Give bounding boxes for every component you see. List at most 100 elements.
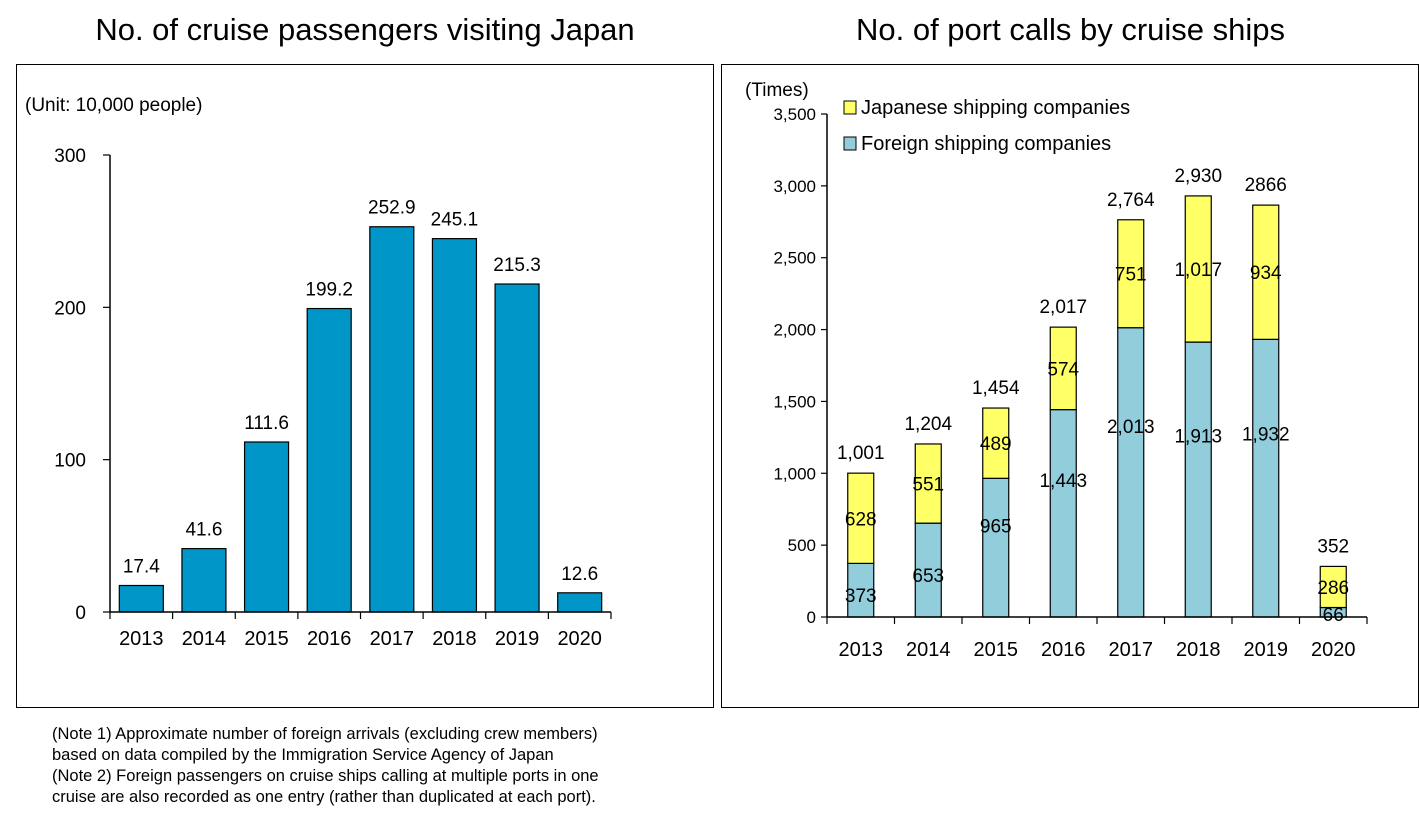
y-tick-label: 1,000 bbox=[773, 464, 816, 483]
x-tick-label: 2013 bbox=[839, 639, 884, 661]
bar-2019 bbox=[494, 283, 540, 613]
data-label: 252.9 bbox=[368, 198, 416, 219]
data-label: 111.6 bbox=[244, 413, 289, 434]
x-tick-label: 2014 bbox=[906, 639, 951, 661]
bar-2020 bbox=[557, 592, 603, 613]
total-label: 352 bbox=[1317, 536, 1349, 557]
bar-foreign-2013 bbox=[847, 562, 875, 618]
unit-label: (Unit: 10,000 people) bbox=[25, 95, 202, 116]
passengers-chart: (Unit: 10,000 people) 0 100 200 300 17.4 2013 4… bbox=[25, 95, 612, 650]
bar-foreign-2016 bbox=[1049, 409, 1077, 618]
bar-2016 bbox=[306, 307, 352, 613]
foreign-value-label: 373 bbox=[845, 586, 877, 607]
y-tick-label: 500 bbox=[788, 536, 816, 555]
legend-label-foreign: Foreign shipping companies bbox=[861, 133, 1111, 155]
japanese-value-label: 628 bbox=[845, 509, 877, 530]
japanese-value-label: 1,017 bbox=[1174, 260, 1222, 281]
bar-2013 bbox=[118, 584, 164, 613]
foreign-value-label: 965 bbox=[980, 516, 1012, 537]
x-tick-label: 2015 bbox=[974, 639, 1019, 661]
japanese-value-label: 551 bbox=[912, 475, 944, 496]
bar-japanese-2018 bbox=[1184, 195, 1212, 343]
bar-foreign-2018 bbox=[1184, 341, 1212, 618]
y-tick-label: 3,500 bbox=[773, 105, 816, 124]
japanese-value-label: 574 bbox=[1047, 359, 1079, 380]
total-label: 1,204 bbox=[904, 414, 952, 435]
note-line: (Note 2) Foreign passengers on cruise sh… bbox=[52, 767, 599, 785]
passengers-chart-panel: (Unit: 10,000 people) 0 100 200 300 17.4 2013 4… bbox=[16, 64, 714, 708]
total-label: 2866 bbox=[1245, 175, 1287, 196]
japanese-value-label: 934 bbox=[1250, 263, 1282, 284]
japanese-value-label: 489 bbox=[980, 434, 1012, 455]
port-calls-chart-panel: (Times) 0 500 1,000 1,500 2,000 2,500 3,000 3,50… bbox=[721, 64, 1419, 708]
left-chart-title: No. of cruise passengers visiting Japan bbox=[95, 12, 635, 47]
y-tick-label: 100 bbox=[54, 451, 86, 472]
x-tick-label: 2018 bbox=[1176, 639, 1221, 661]
y-tick-label: 1,500 bbox=[773, 392, 816, 411]
x-tick-label: 2019 bbox=[1244, 639, 1289, 661]
right-chart-title: No. of port calls by cruise ships bbox=[855, 12, 1285, 47]
y-tick-label: 2,500 bbox=[773, 249, 816, 268]
note-line: (Note 1) Approximate number of foreign a… bbox=[52, 725, 598, 743]
japanese-value-label: 286 bbox=[1317, 578, 1349, 599]
port-calls-chart: (Times) 0 500 1,000 1,500 2,000 2,500 3,000 3,50… bbox=[745, 80, 1368, 661]
legend-label-japanese: Japanese shipping companies bbox=[861, 97, 1130, 119]
x-tick-label: 2017 bbox=[370, 628, 415, 650]
x-tick-label: 2017 bbox=[1109, 639, 1154, 661]
data-label: 12.6 bbox=[561, 564, 598, 585]
legend-swatch-foreign bbox=[843, 136, 857, 151]
bar-japanese-2013 bbox=[847, 472, 875, 564]
bar-japanese-2015 bbox=[982, 407, 1010, 479]
data-label: 41.6 bbox=[185, 520, 222, 541]
y-tick-label: 0 bbox=[807, 608, 816, 627]
total-label: 1,001 bbox=[837, 443, 885, 464]
x-tick-label: 2019 bbox=[495, 628, 540, 650]
foreign-value-label: 1,913 bbox=[1174, 427, 1222, 448]
x-tick-label: 2016 bbox=[1041, 639, 1086, 661]
japanese-value-label: 751 bbox=[1115, 265, 1147, 286]
total-label: 1,454 bbox=[972, 378, 1020, 399]
bar-japanese-2016 bbox=[1049, 326, 1077, 411]
x-tick-label: 2015 bbox=[244, 628, 289, 650]
data-label: 215.3 bbox=[493, 255, 541, 276]
bar-japanese-2017 bbox=[1117, 219, 1145, 329]
x-tick-label: 2020 bbox=[1311, 639, 1356, 661]
y-tick-label: 200 bbox=[54, 298, 86, 319]
x-tick-label: 2013 bbox=[119, 628, 164, 650]
note-line: based on data compiled by the Immigratio… bbox=[52, 746, 554, 764]
x-tick-label: 2020 bbox=[557, 628, 602, 650]
foreign-value-label: 1,932 bbox=[1242, 425, 1290, 446]
bar-2014 bbox=[181, 548, 227, 613]
data-label: 245.1 bbox=[431, 210, 479, 231]
total-label: 2,930 bbox=[1174, 166, 1222, 187]
bar-foreign-2017 bbox=[1117, 327, 1145, 618]
footnotes: (Note 1) Approximate number of foreign a… bbox=[52, 724, 599, 808]
x-tick-label: 2018 bbox=[432, 628, 477, 650]
x-tick-label: 2014 bbox=[182, 628, 227, 650]
y-tick-label: 3,000 bbox=[773, 177, 816, 196]
y-tick-label: 0 bbox=[75, 603, 86, 624]
x-tick-label: 2016 bbox=[307, 628, 352, 650]
total-label: 2,764 bbox=[1107, 190, 1155, 211]
bar-japanese-2019 bbox=[1252, 204, 1280, 340]
foreign-value-label: 66 bbox=[1323, 605, 1344, 626]
y-tick-label: 300 bbox=[54, 146, 86, 167]
bar-2018 bbox=[431, 238, 478, 613]
bar-2017 bbox=[369, 226, 415, 613]
foreign-value-label: 2,013 bbox=[1107, 417, 1155, 438]
note-line: cruise are also recorded as one entry (r… bbox=[52, 788, 596, 806]
y-tick-label: 2,000 bbox=[773, 321, 816, 340]
unit-label: (Times) bbox=[745, 80, 809, 101]
bar-foreign-2014 bbox=[914, 522, 942, 618]
bar-foreign-2019 bbox=[1252, 338, 1280, 618]
bar-japanese-2020 bbox=[1319, 565, 1347, 609]
foreign-value-label: 653 bbox=[912, 566, 944, 587]
data-label: 17.4 bbox=[123, 556, 160, 577]
data-label: 199.2 bbox=[305, 280, 353, 301]
total-label: 2,017 bbox=[1039, 297, 1087, 318]
foreign-value-label: 1,443 bbox=[1039, 471, 1087, 492]
bar-2015 bbox=[243, 441, 290, 613]
bar-japanese-2014 bbox=[914, 443, 942, 524]
legend-swatch-japanese bbox=[843, 100, 857, 115]
bar-foreign-2015 bbox=[982, 477, 1010, 618]
